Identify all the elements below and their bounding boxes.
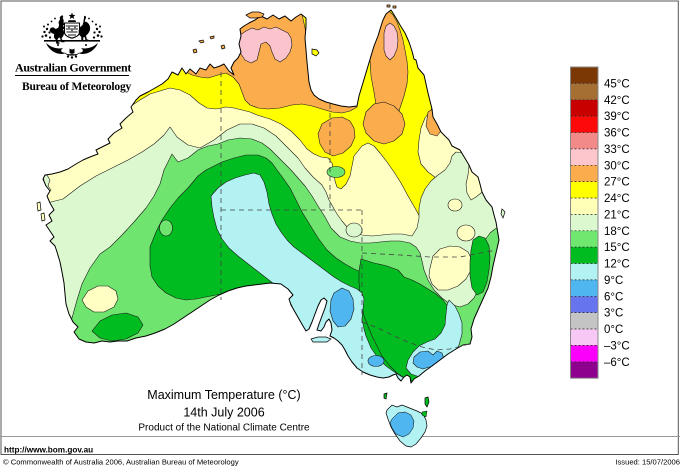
svg-text:14th July 2006: 14th July 2006 — [183, 406, 264, 420]
svg-text:18°C: 18°C — [604, 226, 630, 238]
svg-text:36°C: 36°C — [604, 128, 630, 140]
svg-text:6°C: 6°C — [604, 291, 623, 303]
svg-text:9°C: 9°C — [604, 275, 623, 287]
svg-text:Bureau of Meteorology: Bureau of Meteorology — [22, 81, 132, 93]
svg-text:39°C: 39°C — [604, 111, 630, 123]
svg-text:30°C: 30°C — [604, 160, 630, 172]
svg-text:Product of the National Climat: Product of the National Climate Centre — [138, 423, 310, 434]
svg-text:–6°C: –6°C — [604, 357, 630, 369]
svg-text:3°C: 3°C — [604, 308, 623, 320]
svg-text:© Commonwealth of Australia 20: © Commonwealth of Australia 2006, Austra… — [3, 458, 239, 467]
svg-text:33°C: 33°C — [604, 144, 630, 156]
svg-text:15°C: 15°C — [604, 242, 630, 254]
svg-text:27°C: 27°C — [604, 177, 630, 189]
svg-text:45°C: 45°C — [604, 78, 630, 90]
svg-text:42°C: 42°C — [604, 95, 630, 107]
svg-text:http://www.bom.gov.au: http://www.bom.gov.au — [4, 446, 93, 455]
svg-text:Maximum Temperature (°C): Maximum Temperature (°C) — [147, 388, 300, 402]
svg-text:Issued: 15/07/2006: Issued: 15/07/2006 — [615, 458, 680, 467]
svg-text:24°C: 24°C — [604, 193, 630, 205]
svg-text:21°C: 21°C — [604, 209, 630, 221]
svg-text:12°C: 12°C — [604, 259, 630, 271]
svg-text:Australian Government: Australian Government — [15, 61, 131, 75]
svg-text:–3°C: –3°C — [604, 340, 630, 352]
svg-text:0°C: 0°C — [604, 324, 623, 336]
